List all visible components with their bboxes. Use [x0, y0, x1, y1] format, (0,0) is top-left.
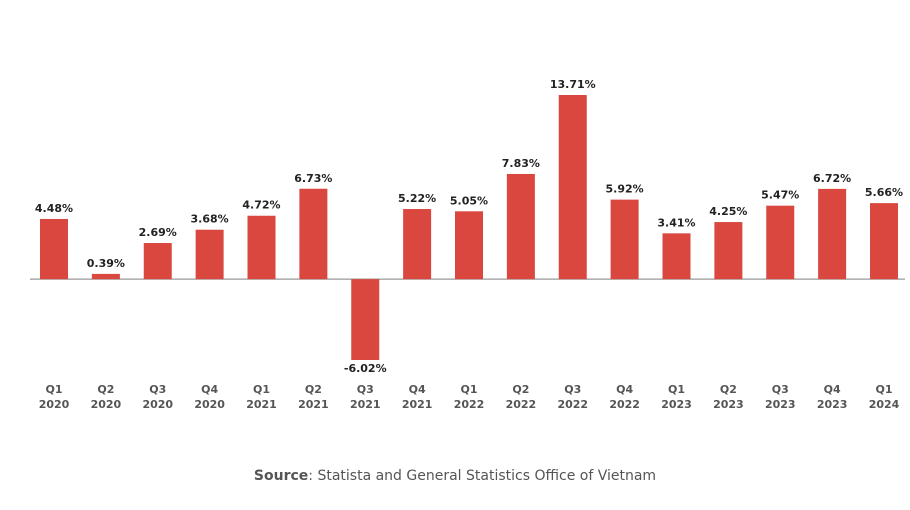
- bar: [610, 199, 639, 280]
- bar: [351, 279, 380, 360]
- x-tick-label: Q4 2023: [816, 383, 848, 411]
- bar: [195, 229, 224, 280]
- bar: [247, 215, 276, 280]
- x-tick-label: Q3 2021: [349, 383, 381, 411]
- value-label: 5.05%: [450, 194, 488, 207]
- bar: [558, 95, 587, 280]
- bar: [91, 273, 120, 280]
- value-label: 4.48%: [35, 202, 73, 215]
- value-label: -6.02%: [344, 362, 387, 375]
- bar: [766, 205, 795, 280]
- x-tick-label: Q4 2020: [194, 383, 225, 411]
- x-tick-label: Q2 2020: [90, 383, 122, 411]
- value-label: 2.69%: [139, 226, 177, 239]
- value-label: 4.72%: [242, 199, 280, 212]
- value-label: 5.47%: [761, 189, 799, 202]
- bar: [870, 203, 898, 280]
- bar: [506, 173, 535, 280]
- x-tick-label: Q2 2022: [505, 383, 537, 411]
- x-tick-label: Q4 2021: [401, 383, 433, 411]
- bar: [455, 211, 483, 280]
- value-label: 7.83%: [502, 157, 540, 170]
- value-label: 6.72%: [813, 172, 851, 185]
- x-tick-label: Q1 2021: [246, 383, 277, 411]
- value-label: 6.73%: [294, 172, 332, 185]
- value-label: 13.71%: [550, 78, 596, 91]
- value-label: 5.92%: [606, 183, 644, 196]
- bar: [143, 243, 172, 280]
- value-label: 5.66%: [865, 186, 903, 199]
- x-tick-label: Q3 2022: [557, 383, 589, 411]
- source-text: : Statista and General Statistics Office…: [308, 468, 657, 484]
- bar: [299, 188, 328, 280]
- x-tick-label: Q1 2024: [868, 383, 900, 411]
- x-tick-label: Q1 2022: [453, 383, 485, 411]
- bar: [40, 218, 68, 280]
- source: Source: Statista and General Statistics …: [0, 468, 910, 484]
- value-label: 5.22%: [398, 192, 436, 205]
- x-tick-label: Q1 2023: [661, 383, 692, 411]
- value-label: 0.39%: [87, 257, 125, 270]
- bar: [818, 188, 847, 280]
- value-label: 3.41%: [657, 216, 695, 229]
- x-tick-label: Q3 2020: [142, 383, 174, 411]
- x-tick-label: Q3 2023: [764, 383, 796, 411]
- bar: [662, 233, 691, 280]
- x-tick-label: Q2 2021: [298, 383, 329, 411]
- value-label: 3.68%: [191, 213, 229, 226]
- bar: [714, 222, 743, 280]
- value-label: 4.25%: [709, 205, 747, 218]
- bar: [403, 209, 432, 280]
- x-tick-label: Q2 2023: [713, 383, 744, 411]
- x-tick-label: Q4 2022: [609, 383, 640, 411]
- x-tick-label: Q1 2020: [38, 383, 70, 411]
- source-label: Source: [253, 468, 309, 484]
